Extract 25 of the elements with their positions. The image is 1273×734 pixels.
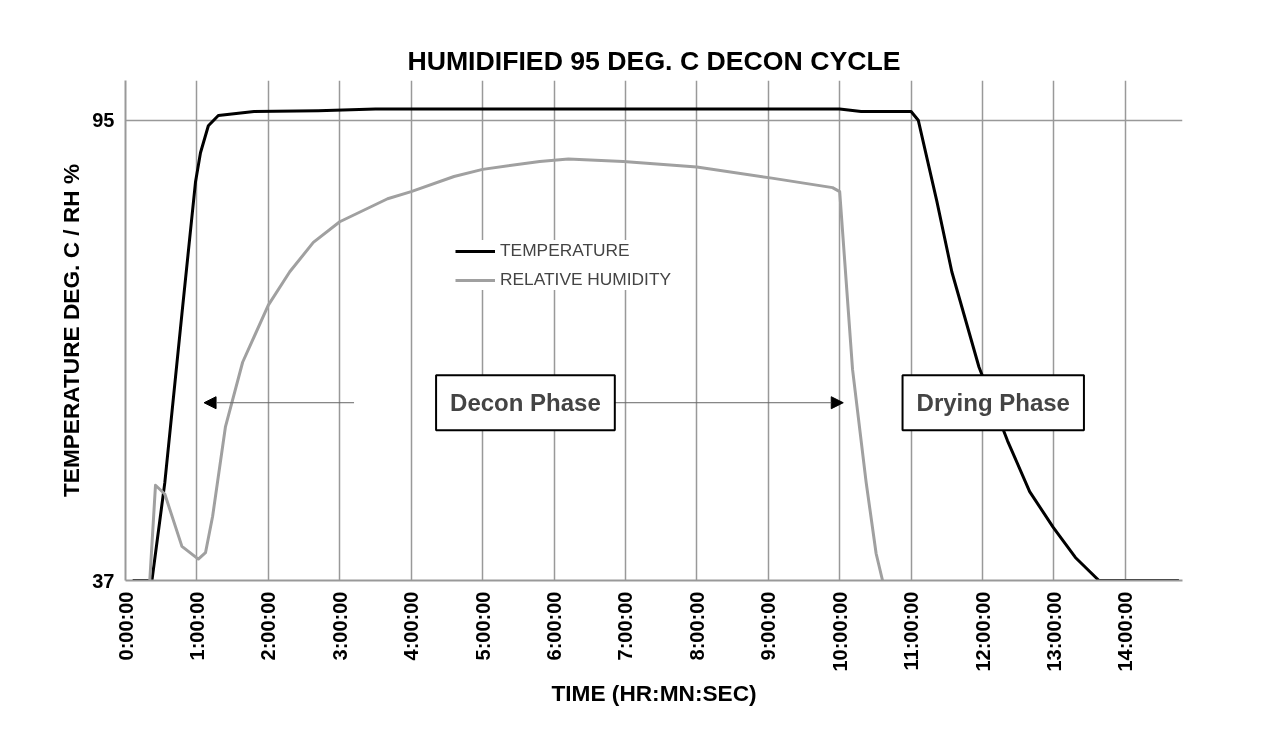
x-tick-label: 4:00:00 [400,591,423,661]
x-tick-label: 3:00:00 [328,591,351,661]
annotation: Decon Phase [450,389,601,417]
x-tick-label: 6:00:00 [543,591,566,661]
x-tick-label: 11:00:00 [900,591,923,671]
x-tick-label: 0:00:00 [114,591,137,661]
y-tick-label: 95 [92,109,115,132]
x-tick-label: 1:00:00 [185,591,208,661]
annotation: Drying Phase [916,389,1070,417]
x-tick-label: 9:00:00 [757,591,780,661]
y-axis-title: TEMPERATURE DEG. C / RH % [58,163,85,498]
x-tick-label: 5:00:00 [471,591,494,661]
x-tick-label: 14:00:00 [1114,591,1137,672]
x-tick-label: 12:00:00 [971,591,994,672]
x-axis-title: TIME (HR:MN:SEC) [551,679,757,706]
y-tick-label: 37 [92,569,115,592]
legend-label: RELATIVE HUMIDITY [500,269,672,290]
x-tick-label: 2:00:00 [257,591,280,661]
line-series [131,107,1181,581]
chart-title: HUMIDIFIED 95 DEG. C DECON CYCLE [407,45,901,76]
x-tick-label: 10:00:00 [828,591,851,672]
x-tick-label: 13:00:00 [1042,591,1065,672]
x-tick-label: 7:00:00 [614,591,637,661]
legend-label: TEMPERATURE [500,240,630,261]
x-tick-label: 8:00:00 [685,591,708,661]
